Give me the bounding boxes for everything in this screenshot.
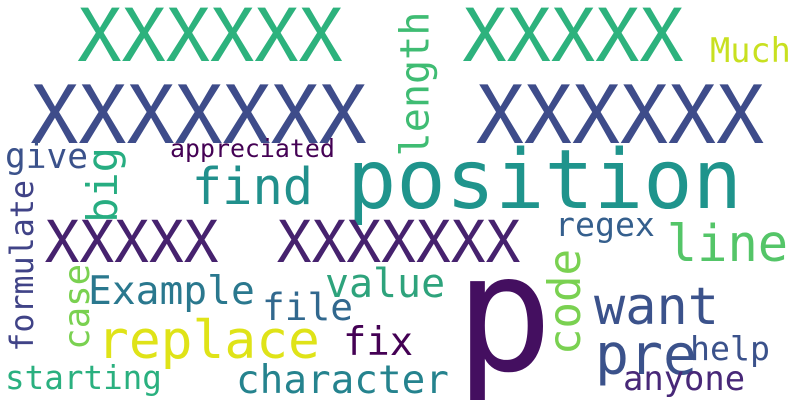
word-replace: replace: [97, 309, 320, 371]
word-position: position: [347, 133, 742, 228]
word-help: help: [690, 329, 770, 369]
word-big: big: [78, 147, 128, 223]
word-xxxxxxx-low: XXXXXXX: [276, 207, 521, 276]
word-xxxxx-low: XXXXX: [44, 207, 219, 276]
word-length: length: [392, 12, 439, 157]
word-formulate: formulate: [5, 180, 41, 352]
word-want: want: [594, 277, 719, 337]
word-file: file: [262, 285, 354, 330]
word-example: Example: [88, 268, 255, 315]
word-starting: starting: [5, 358, 162, 397]
word-regex: regex: [555, 205, 655, 245]
word-line: line: [666, 213, 789, 273]
word-anyone: anyone: [623, 359, 746, 399]
word-give: give: [5, 136, 89, 177]
word-character: character: [236, 358, 449, 400]
word-much: Much: [710, 31, 791, 71]
word-fix: fix: [343, 319, 414, 365]
word-pre: pre: [595, 322, 698, 388]
word-p: p: [455, 219, 553, 400]
word-code: code: [539, 249, 591, 356]
word-find: find: [191, 156, 314, 216]
word-xxxxxx-top: XXXXXX: [77, 0, 343, 80]
word-xxxxx-top: XXXXX: [462, 0, 684, 80]
word-xxxxxx-mid: XXXXXX: [475, 69, 765, 163]
word-appreciated: appreciated: [170, 133, 335, 163]
word-xxxxxxx-mid: XXXXXXX: [30, 69, 367, 163]
word-value: value: [325, 261, 446, 308]
